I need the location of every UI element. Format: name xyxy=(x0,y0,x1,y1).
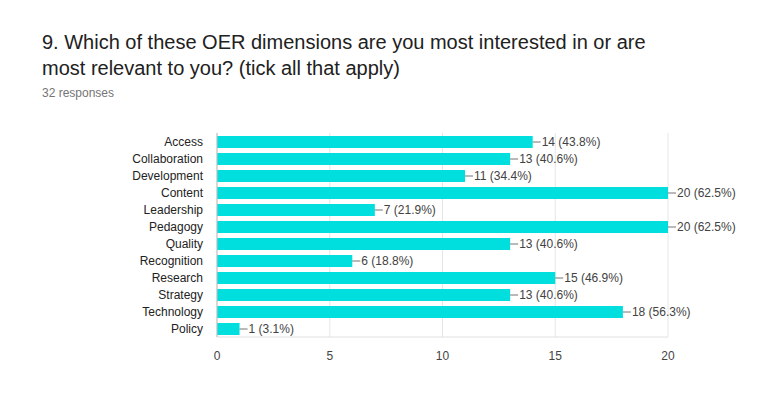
svg-text:5: 5 xyxy=(326,349,333,363)
svg-text:13 (40.6%): 13 (40.6%) xyxy=(519,152,578,166)
svg-text:Policy: Policy xyxy=(171,322,203,336)
svg-text:Leadership: Leadership xyxy=(144,203,204,217)
svg-text:Technology: Technology xyxy=(142,305,203,319)
svg-text:Collaboration: Collaboration xyxy=(132,152,203,166)
svg-text:20 (62.5%): 20 (62.5%) xyxy=(677,220,736,234)
svg-text:15: 15 xyxy=(549,349,563,363)
svg-text:18 (56.3%): 18 (56.3%) xyxy=(632,305,691,319)
svg-text:Pedagogy: Pedagogy xyxy=(149,220,203,234)
svg-text:1 (3.1%): 1 (3.1%) xyxy=(249,322,294,336)
svg-text:0: 0 xyxy=(214,349,221,363)
svg-text:11 (34.4%): 11 (34.4%) xyxy=(474,169,532,183)
svg-text:Quality: Quality xyxy=(166,237,203,251)
svg-text:14 (43.8%): 14 (43.8%) xyxy=(542,135,601,149)
svg-text:Development: Development xyxy=(132,169,203,183)
svg-text:13 (40.6%): 13 (40.6%) xyxy=(519,288,578,302)
svg-text:15 (46.9%): 15 (46.9%) xyxy=(564,271,623,285)
svg-text:10: 10 xyxy=(436,349,450,363)
svg-text:13 (40.6%): 13 (40.6%) xyxy=(519,237,578,251)
html-text:32 responses: 32 responses xyxy=(42,86,114,100)
svg-text:Access: Access xyxy=(164,135,203,149)
svg-text:20 (62.5%): 20 (62.5%) xyxy=(677,186,736,200)
svg-text:6 (18.8%): 6 (18.8%) xyxy=(361,254,413,268)
svg-text:Recognition: Recognition xyxy=(140,254,203,268)
svg-text:20: 20 xyxy=(661,349,675,363)
svg-text:Research: Research xyxy=(152,271,203,285)
svg-text:Content: Content xyxy=(161,186,204,200)
svg-text:Strategy: Strategy xyxy=(158,288,203,302)
svg-text:7 (21.9%): 7 (21.9%) xyxy=(384,203,436,217)
html-text:9. Which of these OER dimensio: 9. Which of these OER dimensions are you… xyxy=(42,31,646,79)
